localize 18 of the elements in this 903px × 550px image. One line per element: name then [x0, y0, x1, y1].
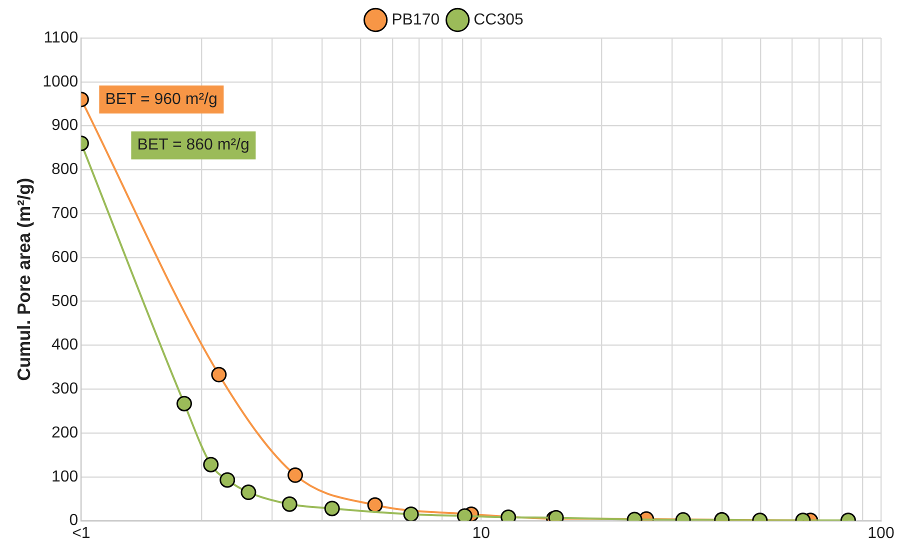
y-tick-label: 200: [51, 424, 78, 442]
y-tick-label: 900: [51, 117, 78, 134]
y-tick-label: 400: [51, 336, 78, 354]
y-axis-title: Cumul. Pore area (m²/g): [14, 178, 34, 381]
x-tick-label: 100: [868, 524, 894, 542]
legend-label: PB170: [392, 11, 440, 28]
annotation: BET = 960 m²/g: [105, 90, 218, 108]
legend-label: CC305: [474, 11, 524, 28]
y-tick-label: 1000: [42, 73, 78, 90]
annotation: BET = 860 m²/g: [137, 136, 250, 154]
y-tick-label: 100: [51, 468, 78, 486]
y-tick-label: 600: [51, 248, 78, 266]
y-tick-label: 1100: [44, 29, 78, 46]
y-tick-label: 700: [51, 204, 78, 222]
y-tick-label: 300: [51, 380, 78, 398]
y-tick-label: 500: [51, 292, 78, 310]
y-tick-label: 800: [51, 161, 78, 178]
x-tick-label: 10: [472, 524, 490, 542]
